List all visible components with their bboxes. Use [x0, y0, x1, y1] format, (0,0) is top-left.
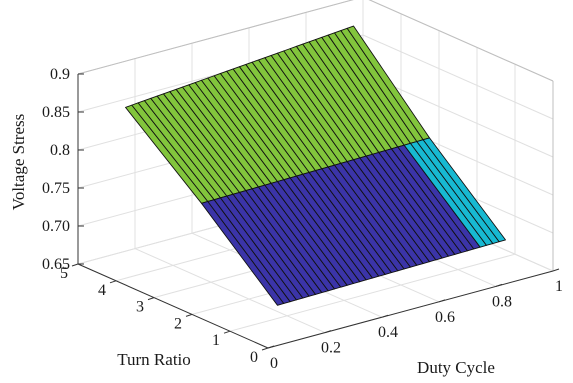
y-tick-mark	[109, 280, 117, 284]
x-tick-label: 0.8	[492, 293, 512, 310]
x-tick-label: 0	[270, 355, 278, 372]
z-tick-label: 0.70	[42, 218, 70, 235]
y-tick-label: 1	[212, 332, 220, 349]
x-tick-mark	[438, 299, 446, 303]
surface-cell	[422, 137, 506, 243]
y-tick-mark	[223, 330, 231, 334]
floor-gridline	[229, 253, 516, 332]
z-axis-label: Voltage Stress	[9, 114, 28, 211]
y-tick-mark	[261, 347, 269, 351]
x-tick-mark	[552, 268, 560, 272]
x-tick-mark	[381, 314, 389, 318]
y-tick-mark	[71, 263, 79, 267]
y-tick-label: 4	[98, 282, 106, 299]
z-tick-label: 0.8	[50, 142, 70, 159]
y-tick-mark	[147, 297, 155, 301]
chart-axes	[71, 73, 560, 351]
x-tick-label: 0.6	[435, 309, 455, 326]
right-wall-gridline	[362, 34, 554, 120]
z-tick-label: 0.75	[42, 180, 70, 197]
y-axis-line	[77, 263, 269, 349]
z-tick-label: 0.85	[42, 104, 70, 121]
chart-tick-labels: 0 0.2 0.4 0.6 0.8 1 0 1 2 3 4 50.65 0.70 0.75 0.8 0.85 0…	[42, 66, 563, 372]
floor-gridline	[134, 248, 326, 334]
y-tick-mark	[185, 313, 193, 317]
x-tick-mark	[495, 283, 503, 287]
chart-surface	[125, 25, 506, 306]
x-tick-mark	[267, 345, 275, 349]
x-tick-label: 0.4	[378, 324, 398, 341]
pane-edge	[368, 0, 554, 82]
x-tick-mark	[324, 330, 332, 334]
x-tick-label: 0.2	[321, 340, 341, 357]
y-tick-label: 2	[174, 315, 182, 332]
x-axis-label: Duty Cycle	[417, 358, 495, 377]
z-tick-label: 0.9	[50, 66, 70, 83]
x-tick-label: 1	[555, 278, 563, 295]
y-tick-label: 0	[250, 349, 258, 366]
y-tick-label: 5	[60, 265, 68, 282]
pane-edge	[77, 0, 354, 75]
y-tick-label: 3	[136, 299, 144, 316]
z-tick-label: 0.65	[42, 256, 70, 273]
y-axis-label: Turn Ratio	[117, 350, 191, 369]
x-axis-line	[267, 270, 554, 349]
